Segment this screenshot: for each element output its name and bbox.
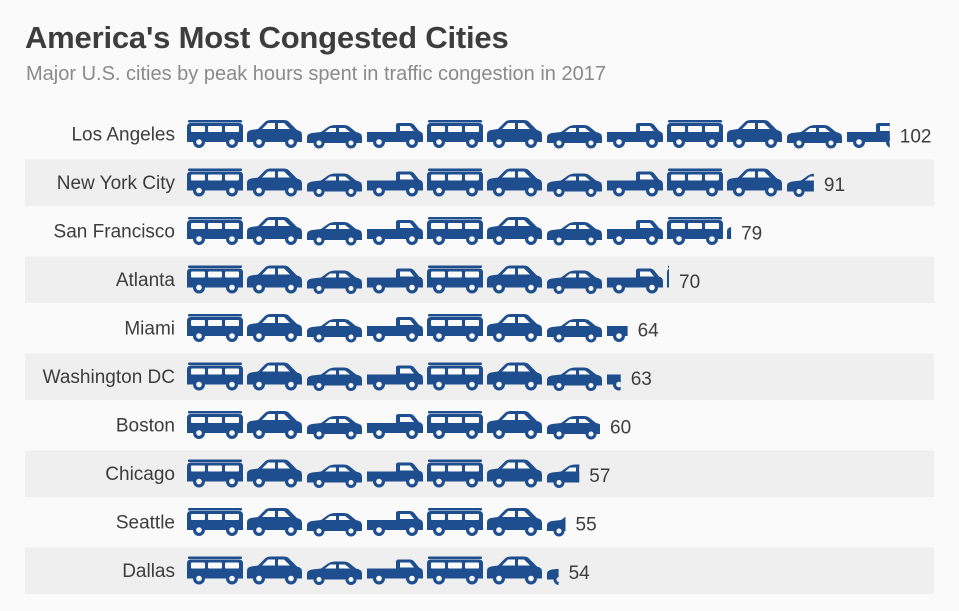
chart-row: Atlanta 70 — [25, 256, 934, 303]
car-icon — [247, 314, 302, 342]
car-icon — [547, 222, 602, 246]
category-label: New York City — [57, 173, 176, 194]
car-icon — [667, 217, 723, 245]
value-label: 54 — [569, 563, 591, 584]
car-icon — [487, 508, 542, 536]
car-icon — [607, 220, 663, 245]
car-icon — [307, 319, 362, 343]
car-icon — [367, 123, 423, 148]
car-icon — [307, 222, 362, 246]
car-icon — [367, 511, 423, 536]
bar — [187, 217, 732, 246]
car-icon — [487, 217, 542, 245]
value-label: 57 — [589, 466, 610, 487]
car-icon — [307, 125, 362, 149]
bar — [187, 314, 628, 343]
car-icon — [427, 508, 483, 536]
car-icon — [187, 411, 243, 439]
car-icon — [247, 508, 302, 536]
car-icon — [487, 314, 542, 342]
bar — [187, 411, 600, 440]
value-label: 70 — [679, 272, 700, 293]
car-icon — [727, 120, 782, 148]
car-icon — [547, 319, 602, 343]
car-icon — [367, 220, 423, 245]
bar — [187, 120, 890, 149]
car-icon — [547, 416, 600, 440]
car-icon — [847, 123, 890, 148]
car-icon — [427, 314, 483, 342]
value-label: 64 — [638, 320, 660, 341]
category-label: Atlanta — [116, 270, 176, 291]
chart-row: San Francisco 79 — [54, 217, 762, 246]
car-icon — [367, 414, 423, 439]
car-icon — [187, 314, 243, 342]
chart-subtitle: Major U.S. cities by peak hours spent in… — [26, 63, 606, 85]
value-label: 63 — [631, 369, 652, 390]
chart-row: Washington DC 63 — [25, 353, 934, 400]
category-label: Seattle — [116, 512, 175, 533]
value-label: 60 — [610, 417, 631, 438]
bar — [187, 508, 566, 537]
car-icon — [487, 411, 542, 439]
category-label: Washington DC — [43, 367, 175, 388]
car-icon — [247, 120, 302, 148]
car-icon — [187, 508, 243, 536]
value-label: 55 — [576, 514, 597, 535]
car-icon — [667, 120, 723, 148]
category-label: Boston — [116, 415, 175, 436]
chart-row: New York City 91 — [25, 159, 934, 206]
chart-row: Boston 60 — [116, 411, 631, 440]
car-icon — [427, 411, 483, 439]
category-label: Los Angeles — [71, 124, 175, 145]
value-label: 102 — [900, 126, 932, 147]
value-label: 79 — [741, 223, 762, 244]
car-icon — [247, 217, 302, 245]
car-icon — [187, 120, 243, 148]
value-label: 91 — [824, 175, 845, 196]
category-label: Dallas — [122, 561, 175, 582]
car-icon — [487, 120, 542, 148]
chart-row: Los Angeles 102 — [71, 120, 932, 149]
chart-row: Miami 64 — [124, 314, 660, 343]
car-icon — [367, 317, 423, 342]
car-icon — [187, 217, 243, 245]
car-icon — [427, 120, 483, 148]
car-icon — [307, 416, 362, 440]
car-icon — [547, 125, 602, 149]
chart-row: Seattle 55 — [116, 508, 597, 537]
category-label: Chicago — [105, 464, 175, 485]
category-label: San Francisco — [54, 221, 175, 242]
chart-row: Dallas 54 — [25, 547, 934, 594]
chart-title: America's Most Congested Cities — [25, 20, 509, 55]
car-icon — [427, 217, 483, 245]
car-icon — [607, 123, 663, 148]
car-icon — [307, 513, 362, 537]
category-label: Miami — [124, 318, 175, 339]
car-icon — [247, 411, 302, 439]
chart-row: Chicago 57 — [25, 450, 934, 497]
car-icon — [787, 125, 842, 149]
